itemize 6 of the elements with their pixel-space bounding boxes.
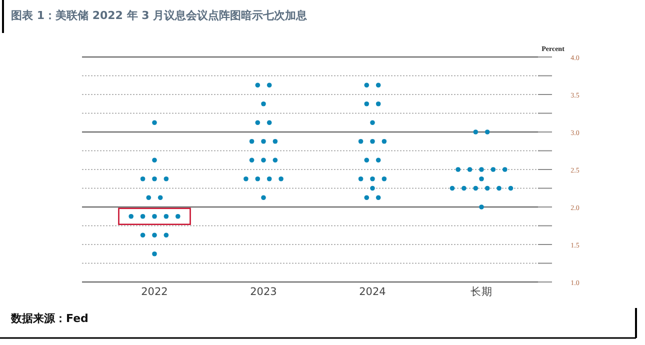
- chart-title: 图表 1：美联储 2022 年 3 月议息会议点阵图暗示七次加息: [11, 9, 308, 22]
- x-tick-label: 2023: [250, 286, 277, 298]
- x-tick-label: 2022: [141, 286, 168, 298]
- x-tick-label: 2024: [359, 286, 386, 298]
- source-note: 数据来源：Fed: [10, 312, 88, 325]
- x-tick-label: 长期: [470, 285, 492, 298]
